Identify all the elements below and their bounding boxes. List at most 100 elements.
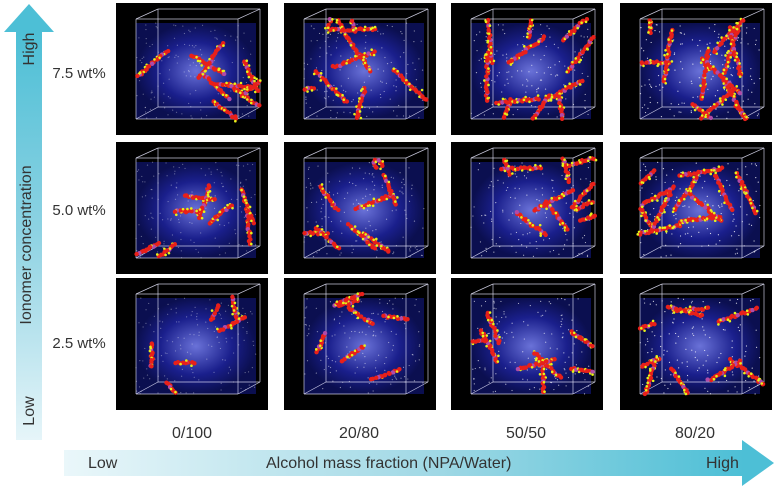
ionomer-chain xyxy=(376,158,385,171)
ionomer-chain xyxy=(716,305,760,326)
simulation-box-image xyxy=(639,8,765,122)
ionomer-chain xyxy=(677,165,725,178)
ionomer-chain xyxy=(565,34,596,74)
simulation-panel xyxy=(620,278,772,410)
ionomer-chain xyxy=(734,170,759,216)
simulation-panel xyxy=(116,278,268,410)
ionomer-chain xyxy=(577,212,597,223)
column-label-50-50: 50/50 xyxy=(505,425,547,442)
column-label-80-20: 80/20 xyxy=(674,425,716,442)
ionomer-chain xyxy=(506,34,547,66)
ionomer-chain xyxy=(494,94,541,106)
ionomer-chain xyxy=(164,380,178,395)
simulation-box-image xyxy=(302,147,429,259)
ionomer-chain xyxy=(312,69,350,104)
ionomer-chain xyxy=(564,155,598,169)
ionomer-chain xyxy=(638,205,654,228)
ionomer-chain xyxy=(543,199,570,232)
ionomer-chain xyxy=(669,366,690,396)
ionomer-chain xyxy=(207,203,235,226)
column-label-20-80: 20/80 xyxy=(338,425,380,442)
y-axis-title: Ionomer concentration xyxy=(18,165,35,325)
ionomer-chain xyxy=(502,157,514,177)
ionomer-chain xyxy=(569,366,595,376)
ionomer-chain xyxy=(353,85,368,121)
simulation-box-image xyxy=(637,283,766,397)
water-volume xyxy=(304,162,424,258)
simulation-box-image xyxy=(470,283,596,395)
ionomer-chain xyxy=(381,172,399,207)
x-axis-title: Alcohol mass fraction (NPA/Water) xyxy=(266,455,512,472)
ionomer-chain xyxy=(371,157,379,170)
y-high-label: High xyxy=(21,32,38,66)
simulation-panel xyxy=(620,3,772,135)
row-label-2.5: 2.5 wt% xyxy=(52,335,106,352)
water-volume xyxy=(304,23,424,119)
ionomer-chain xyxy=(727,25,744,78)
vertical-arrow xyxy=(16,32,42,440)
ionomer-chain xyxy=(569,181,596,210)
ionomer-chain xyxy=(189,53,227,77)
ionomer-chain xyxy=(172,207,202,217)
ionomer-chain xyxy=(216,315,248,334)
ionomer-chain xyxy=(134,240,162,257)
ionomer-chain xyxy=(530,93,554,121)
simulation-panel xyxy=(451,278,603,410)
ionomer-chain xyxy=(537,357,548,395)
ionomer-chain xyxy=(470,338,489,346)
ionomer-chain xyxy=(346,305,375,326)
x-high-label: High xyxy=(706,455,739,472)
simulation-panel xyxy=(451,142,603,274)
ionomer-chain xyxy=(302,85,317,93)
ionomer-chain xyxy=(368,367,402,382)
ionomer-chain xyxy=(661,27,675,85)
column-label-0-100: 0/100 xyxy=(171,425,213,442)
ionomer-chain xyxy=(330,48,377,70)
ionomer-chain xyxy=(230,294,241,323)
x-low-label: Low xyxy=(88,455,118,472)
simulation-panel xyxy=(451,3,603,135)
simulation-box-image xyxy=(135,283,261,395)
ionomer-chain xyxy=(690,102,713,121)
y-low-label: Low xyxy=(21,396,38,426)
ionomer-chain xyxy=(239,77,262,99)
ionomer-chain xyxy=(211,99,238,123)
simulation-panel xyxy=(116,3,268,135)
ionomer-chain xyxy=(712,173,735,213)
ionomer-chain xyxy=(148,341,155,369)
ionomer-chain xyxy=(155,242,178,259)
ionomer-chain xyxy=(722,25,741,75)
ionomer-chain xyxy=(324,16,334,30)
ionomer-chain xyxy=(647,18,654,36)
ionomer-chain xyxy=(391,67,429,102)
simulation-box-image xyxy=(135,8,262,123)
ionomer-chain xyxy=(727,356,766,387)
ionomer-chain xyxy=(638,168,657,186)
simulation-panel xyxy=(284,278,436,410)
water-volume xyxy=(471,162,591,258)
ionomer-chain xyxy=(313,224,342,251)
ionomer-chain xyxy=(515,357,557,372)
simulation-panel xyxy=(116,142,268,274)
ionomer-chain xyxy=(560,156,571,185)
ionomer-chain xyxy=(485,310,502,346)
row-label-7.5: 7.5 wt% xyxy=(52,65,106,82)
simulation-panel xyxy=(620,142,772,274)
ionomer-chain xyxy=(514,209,548,238)
ionomer-chain xyxy=(335,291,365,306)
ionomer-chain xyxy=(569,329,595,349)
ionomer-chain xyxy=(326,25,378,34)
ionomer-chain xyxy=(135,48,171,79)
horizontal-arrow-head xyxy=(742,440,774,486)
ionomer-chain xyxy=(525,18,535,40)
ionomer-chain xyxy=(642,358,659,397)
ionomer-chain xyxy=(699,46,711,101)
simulation-panel xyxy=(284,3,436,135)
ionomer-chain xyxy=(484,17,496,66)
ionomer-chain xyxy=(314,330,328,355)
ionomer-chain xyxy=(705,358,743,383)
horizontal-arrow xyxy=(64,450,744,476)
ionomer-chain xyxy=(173,359,197,368)
ionomer-chain xyxy=(182,193,217,202)
ionomer-chain xyxy=(361,231,391,254)
